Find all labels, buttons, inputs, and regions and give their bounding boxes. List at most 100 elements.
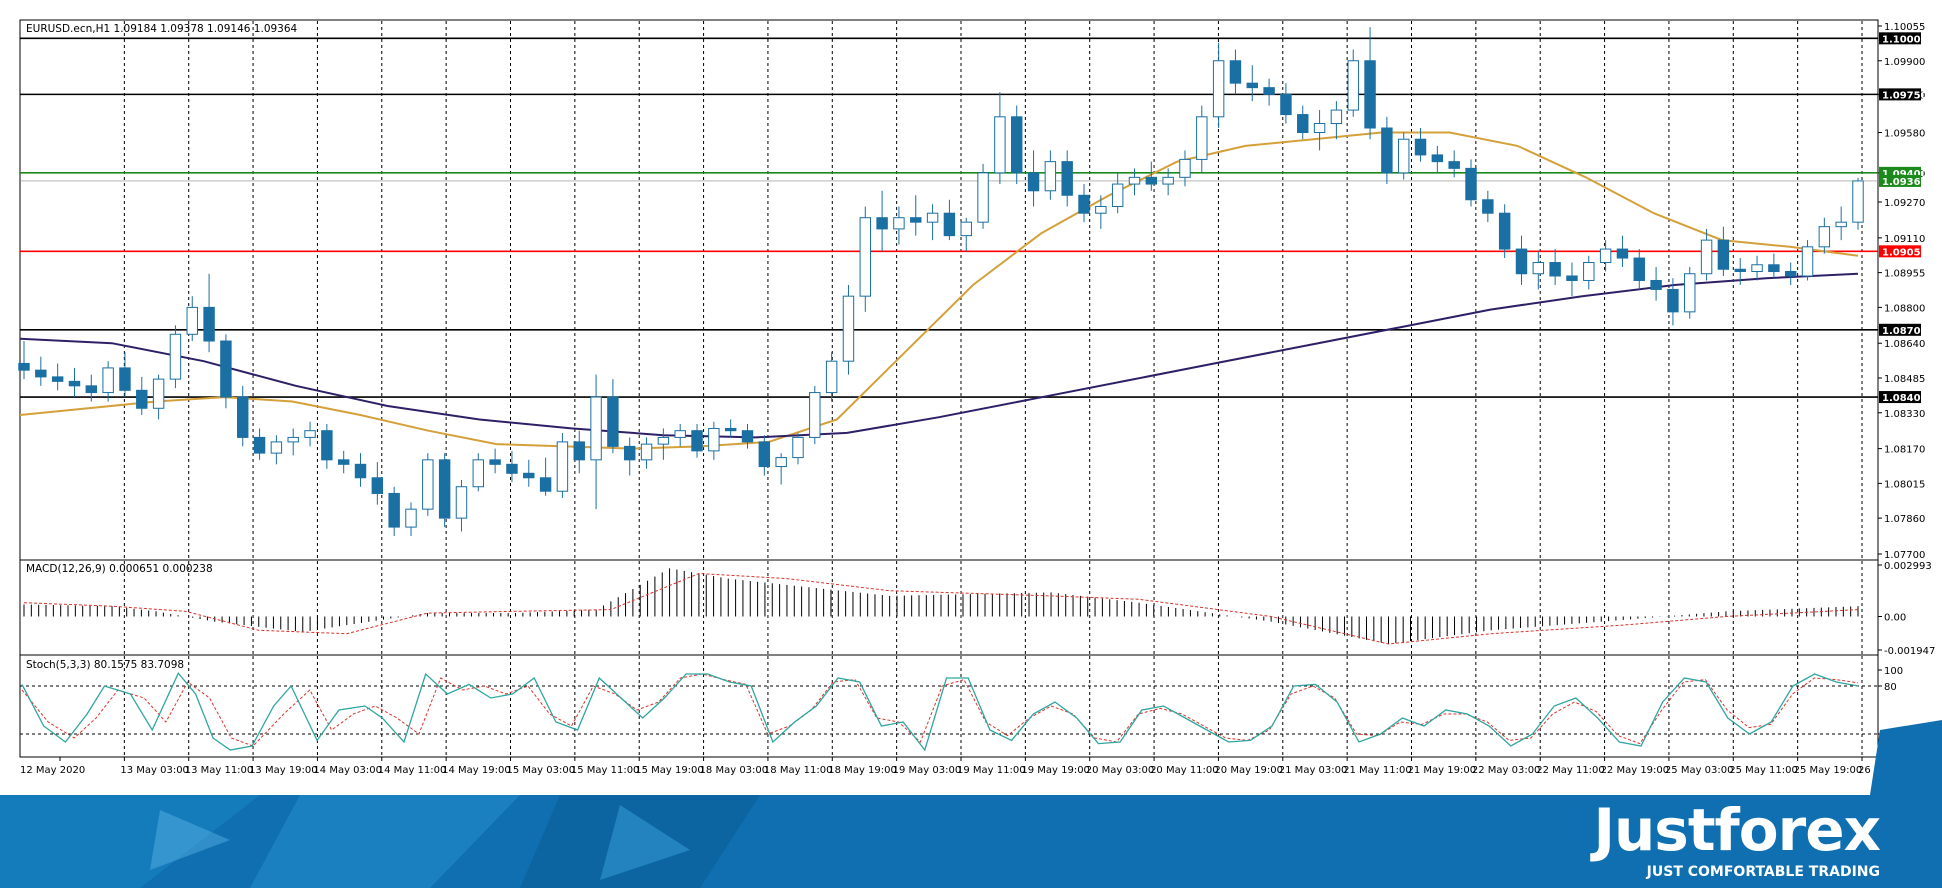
- candle-body: [237, 396, 249, 438]
- price-tick-label: 1.08015: [1884, 479, 1925, 490]
- level-badge-label: 1.09750: [1882, 90, 1928, 101]
- time-tick-label: 25 May 03:00: [1665, 765, 1734, 776]
- candle-body: [102, 367, 114, 394]
- candle-body: [1397, 138, 1410, 174]
- time-tick-label: 14 May 11:00: [378, 765, 447, 776]
- time-tick-label: 25 May 19:00: [1794, 765, 1863, 776]
- time-tick-label: 13 May 19:00: [249, 765, 318, 776]
- candle-body: [775, 457, 787, 468]
- time-tick-label: 20 May 19:00: [1214, 765, 1283, 776]
- price-tick-label: 1.08170: [1884, 445, 1925, 456]
- candle-body: [842, 295, 855, 362]
- candle-body: [136, 389, 148, 409]
- candle-body: [640, 443, 653, 461]
- level-badge: [1879, 391, 1921, 404]
- candle-body: [35, 369, 47, 378]
- time-tick-label: 18 May 11:00: [764, 765, 833, 776]
- candle-body: [1381, 127, 1393, 174]
- price-tick-label: 1.08485: [1884, 374, 1925, 385]
- time-tick-label: 25 May 11:00: [1729, 765, 1798, 776]
- candle-body: [186, 306, 198, 335]
- candle-body: [590, 396, 602, 461]
- candle-body: [422, 459, 434, 510]
- brand-slogan: JUST COMFORTABLE TRADING: [1646, 864, 1880, 880]
- macd-signal-line: [23, 572, 1859, 645]
- candle-body: [1801, 246, 1814, 277]
- candle-body: [455, 486, 468, 519]
- candle-body: [1650, 279, 1662, 290]
- candle-body: [1297, 114, 1309, 133]
- price-tick-label: 1.07700: [1884, 550, 1925, 561]
- candle-body: [607, 396, 619, 447]
- candle-body: [1364, 60, 1376, 129]
- last-price-label: 1.09364: [1882, 177, 1928, 188]
- macd-tick-label: 0.00: [1884, 612, 1906, 623]
- candle-body: [1347, 60, 1359, 111]
- candle-body: [994, 116, 1006, 174]
- level-badge: [1879, 32, 1921, 45]
- candle-body: [657, 436, 670, 445]
- candle-body: [960, 221, 972, 237]
- candle-body: [943, 212, 956, 237]
- candle-body: [809, 392, 821, 438]
- time-tick-label: 13 May 03:00: [120, 765, 189, 776]
- candle-body: [1667, 288, 1679, 313]
- level-badge: [1879, 323, 1921, 336]
- candle-body: [1599, 248, 1612, 264]
- stoch-grid: [20, 656, 1878, 756]
- candle-body: [1684, 273, 1696, 313]
- candle-body: [438, 459, 451, 519]
- candle-body: [1111, 183, 1124, 207]
- candle-body: [220, 340, 232, 398]
- candle-body: [1078, 194, 1090, 214]
- ma-slow-line: [19, 272, 1859, 439]
- candle-body: [926, 212, 939, 223]
- moving-averages: [19, 131, 1859, 450]
- main-info-label: EURUSD.ecn,H1 1.09184 1.09378 1.09146 1.…: [26, 23, 298, 35]
- candle-body: [337, 459, 350, 465]
- candle-body: [304, 430, 316, 438]
- candle-body: [1465, 167, 1477, 201]
- candle-body: [354, 463, 367, 479]
- time-tick-label: 15 May 11:00: [571, 765, 640, 776]
- macd-histogram: [23, 568, 1859, 645]
- candle-body: [1162, 176, 1174, 185]
- time-tick-label: 12 May 2020: [20, 765, 85, 776]
- candle-body: [371, 477, 384, 494]
- price-tick-label: 1.09110: [1884, 234, 1925, 245]
- candle-body: [472, 459, 485, 488]
- price-tick-label: 1.08955: [1884, 269, 1925, 280]
- candle-body: [1700, 239, 1713, 275]
- stoch-main-line: [21, 671, 1859, 752]
- time-tick-label: 20 May 11:00: [1150, 765, 1219, 776]
- candle-body: [1549, 262, 1561, 277]
- candle-body: [758, 441, 771, 468]
- candle-body: [405, 508, 417, 528]
- candle-body: [792, 436, 804, 459]
- candle-body: [1751, 264, 1763, 273]
- candle-body: [1061, 161, 1073, 196]
- candle-body: [152, 378, 165, 409]
- macd-info-label: MACD(12,26,9) 0.000651 0.000238: [26, 563, 213, 575]
- candle-body: [893, 217, 905, 230]
- main-price-panel: [19, 19, 1879, 561]
- candle-body: [859, 217, 872, 297]
- stoch-signal-line: [21, 673, 1859, 747]
- level-badge-label: 1.10000: [1882, 34, 1928, 45]
- price-tick-label: 1.08330: [1884, 409, 1925, 420]
- candle-body: [1044, 161, 1057, 192]
- time-tick-label: 14 May 19:00: [442, 765, 511, 776]
- macd-tick-label: -0.001947: [1884, 646, 1935, 657]
- candle-body: [18, 362, 30, 371]
- candle-body: [203, 306, 215, 342]
- candle-body: [253, 436, 266, 454]
- stoch-panel: [19, 654, 1879, 758]
- candle-body: [1212, 60, 1225, 118]
- time-tick-label: 18 May 03:00: [700, 765, 769, 776]
- time-tick-label: 14 May 03:00: [313, 765, 382, 776]
- candle-body: [977, 172, 989, 223]
- time-tick-label: 15 May 19:00: [635, 765, 704, 776]
